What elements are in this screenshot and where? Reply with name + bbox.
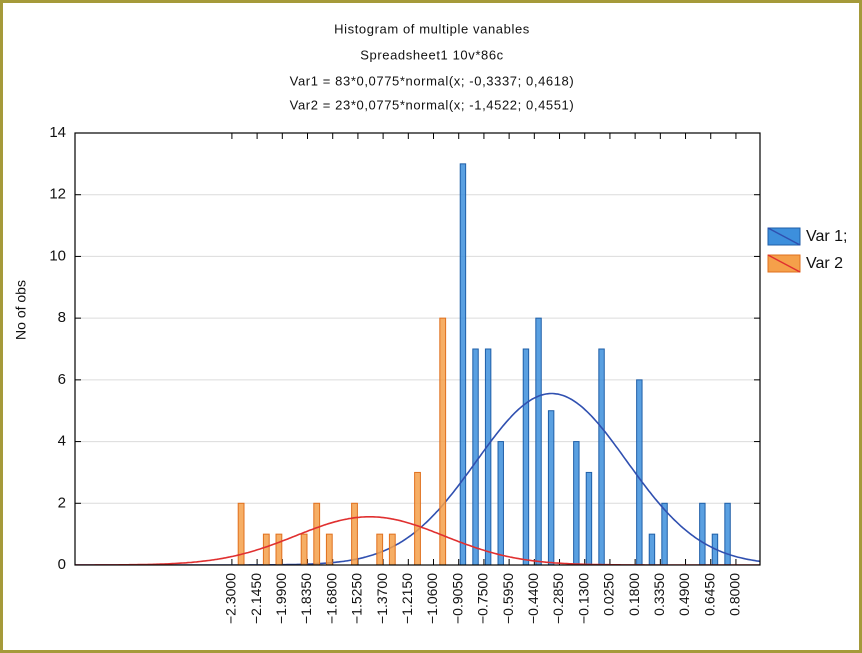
x-tick-label: −0.1300 xyxy=(575,573,591,624)
bar xyxy=(439,317,447,565)
x-tick-label: −0.5950 xyxy=(500,573,516,624)
plot-border xyxy=(74,132,761,566)
x-tick-label: 0.1800 xyxy=(626,573,642,616)
x-tick-label: −1.8350 xyxy=(298,573,314,624)
x-tick-label: −2.3000 xyxy=(223,573,239,624)
y-tick-label: 0 xyxy=(58,556,66,573)
x-tick-label: −0.9050 xyxy=(449,573,465,624)
legend-label: Var 1; xyxy=(806,228,848,245)
fit-annotation: Var1 = 83*0,0775*normal(x; -0,3337; 0,46… xyxy=(290,73,575,88)
bar xyxy=(484,348,492,565)
x-tick-label: 0.4900 xyxy=(676,573,692,616)
x-tick-label: 0.3350 xyxy=(651,573,667,616)
y-tick-label: 2 xyxy=(58,494,66,511)
bar xyxy=(724,502,731,565)
x-tick-label: −1.9900 xyxy=(273,573,289,624)
bar xyxy=(351,502,358,565)
bar xyxy=(573,441,580,565)
bar xyxy=(547,410,555,565)
bar xyxy=(262,533,270,565)
bar xyxy=(325,533,333,565)
bar xyxy=(388,533,396,565)
x-tick-label: 0.0250 xyxy=(601,573,617,616)
bar xyxy=(376,533,384,565)
bar xyxy=(636,379,643,565)
bar xyxy=(275,533,283,565)
bar xyxy=(585,471,593,565)
x-tick-label: 0.8000 xyxy=(727,573,743,616)
y-tick-label: 10 xyxy=(49,247,66,264)
y-tick-label: 12 xyxy=(49,186,66,203)
chart-title: Histogram of multiple vanables xyxy=(334,21,530,36)
x-tick-label: −1.2150 xyxy=(399,573,415,624)
bar xyxy=(497,441,504,565)
x-tick-label: −0.7500 xyxy=(475,573,491,624)
fit-curve xyxy=(75,515,760,565)
x-tick-label: −2.1450 xyxy=(248,573,264,624)
y-tick-label: 6 xyxy=(58,371,66,388)
bar xyxy=(237,502,245,565)
bar xyxy=(313,502,321,565)
bar xyxy=(472,348,479,565)
chart-subtitle: Spreadsheet1 10v*86c xyxy=(360,47,504,62)
legend-swatch-line xyxy=(767,227,801,246)
x-tick-label: −0.4400 xyxy=(525,573,541,624)
bar xyxy=(300,533,308,565)
x-tick-label: −1.3700 xyxy=(374,573,390,624)
y-tick-label: 8 xyxy=(58,309,66,326)
x-tick-label: −1.6800 xyxy=(323,573,339,624)
bar xyxy=(699,502,706,565)
bar xyxy=(598,348,605,565)
x-tick-label: 0.6450 xyxy=(701,573,717,616)
y-tick-label: 14 xyxy=(49,124,66,141)
x-tick-label: −1.5250 xyxy=(349,573,365,624)
plot-area xyxy=(75,163,760,565)
bar xyxy=(459,163,467,565)
bar xyxy=(522,348,530,565)
y-axis-label: No of obs xyxy=(13,280,29,340)
bar xyxy=(535,317,542,565)
x-tick-label: −1.0600 xyxy=(424,573,440,624)
bar xyxy=(648,533,656,565)
fit-annotation: Var2 = 23*0,0775*normal(x; -1,4522; 0,45… xyxy=(290,97,575,112)
legend-swatch-line xyxy=(767,254,801,273)
legend-label: Var 2 xyxy=(806,255,843,272)
y-tick-label: 4 xyxy=(58,433,66,450)
x-tick-label: −0.2850 xyxy=(550,573,566,624)
bar xyxy=(414,471,421,565)
